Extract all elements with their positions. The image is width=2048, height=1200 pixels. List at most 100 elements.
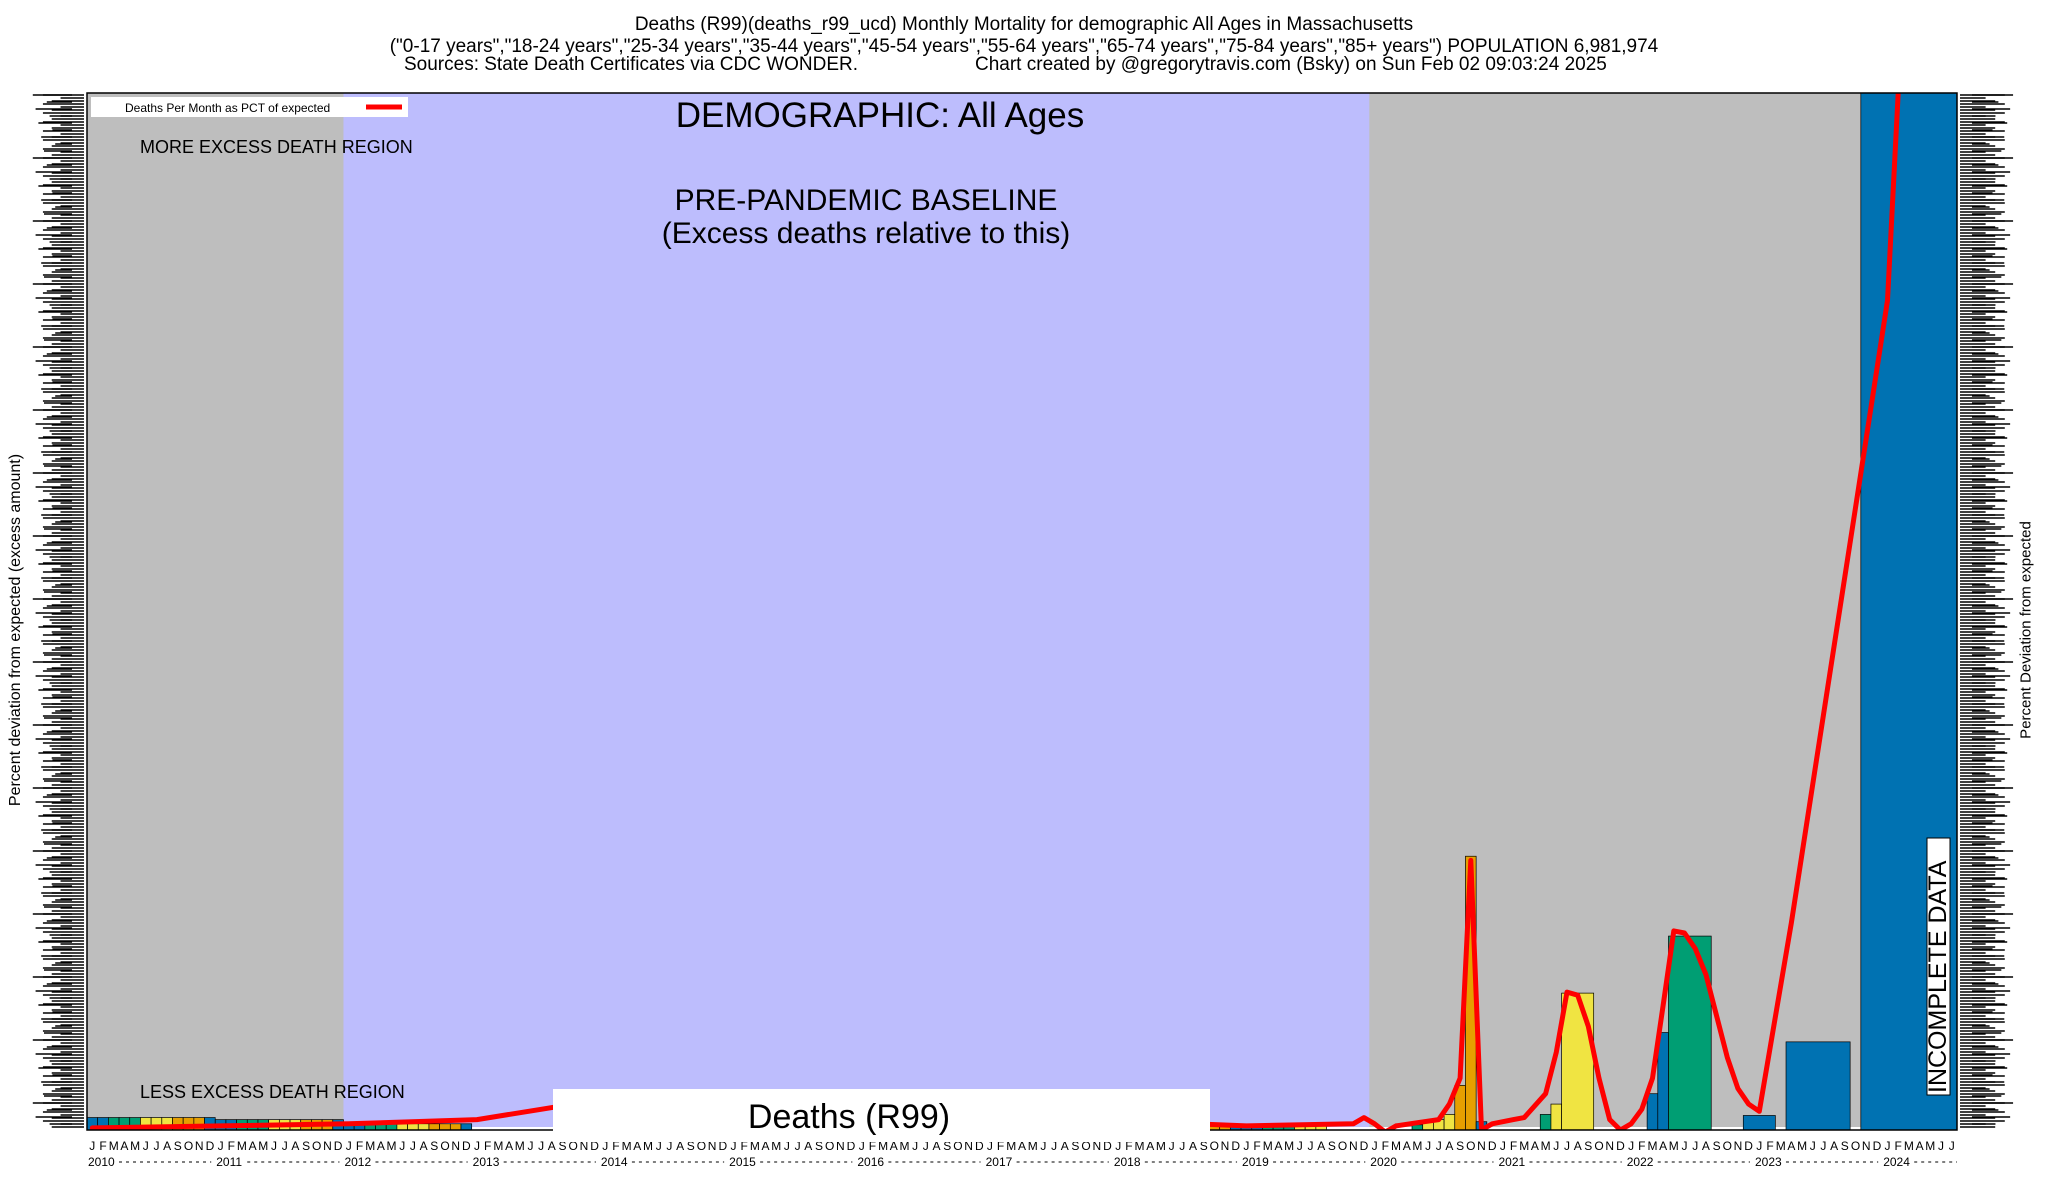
bar-32 (428, 1123, 440, 1131)
year-label-2012: 2012 (344, 1155, 371, 1169)
month-tick-label: J (474, 1139, 480, 1153)
month-tick-label: O (312, 1139, 321, 1153)
month-tick-label: J (538, 1139, 544, 1153)
month-tick-label: J (1628, 1139, 1634, 1153)
month-tick-label: O (953, 1139, 962, 1153)
legend-box (91, 97, 408, 117)
month-tick-label: J (1692, 1139, 1698, 1153)
month-tick-label: S (1200, 1139, 1208, 1153)
month-tick-label: O (1851, 1139, 1860, 1153)
month-tick-label: J (1179, 1139, 1185, 1153)
month-tick-label: O (569, 1139, 578, 1153)
month-tick-label: F (1382, 1139, 1389, 1153)
month-tick-label: F (1638, 1139, 1645, 1153)
month-tick-label: J (1810, 1139, 1816, 1153)
month-tick-label: M (109, 1139, 119, 1153)
month-tick-label: N (1862, 1139, 1871, 1153)
month-tick-label: O (1081, 1139, 1090, 1153)
month-tick-label: S (687, 1139, 695, 1153)
month-tick-label: M (1776, 1139, 1786, 1153)
month-tick-label: D (206, 1139, 215, 1153)
month-tick-label: D (847, 1139, 856, 1153)
month-tick-label: D (334, 1139, 343, 1153)
month-tick-label: A (1531, 1139, 1539, 1153)
series-label-box (553, 1089, 1210, 1142)
month-tick-label: J (784, 1139, 790, 1153)
chart-title-line1: Deaths (R99)(deaths_r99_ucd) Monthly Mor… (634, 14, 1414, 35)
month-tick-label: O (697, 1139, 706, 1153)
month-tick-label: M (1541, 1139, 1551, 1153)
month-tick-label: N (1734, 1139, 1743, 1153)
month-tick-label: F (356, 1139, 363, 1153)
month-tick-label: M (750, 1139, 760, 1153)
month-tick-label: S (430, 1139, 438, 1153)
month-tick-label: S (943, 1139, 951, 1153)
month-tick-label: F (484, 1139, 491, 1153)
month-tick-label: F (741, 1139, 748, 1153)
month-tick-label: F (869, 1139, 876, 1153)
month-tick-label: J (1436, 1139, 1442, 1153)
month-tick-label: N (195, 1139, 204, 1153)
month-tick-label: A (1916, 1139, 1924, 1153)
month-tick-label: J (399, 1139, 405, 1153)
month-tick-label: A (1787, 1139, 1795, 1153)
bar-33 (439, 1123, 451, 1131)
bars (86, 92, 1958, 1131)
month-tick-label: S (1328, 1139, 1336, 1153)
month-tick-label: J (1885, 1139, 1891, 1153)
month-tick-label: S (174, 1139, 182, 1153)
year-label-2015: 2015 (729, 1155, 756, 1169)
month-tick-label: J (1425, 1139, 1431, 1153)
year-label-2022: 2022 (1627, 1155, 1654, 1169)
year-label-2017: 2017 (986, 1155, 1013, 1169)
month-tick-label: A (1403, 1139, 1411, 1153)
month-tick-label: M (237, 1139, 247, 1153)
month-tick-label: A (505, 1139, 513, 1153)
month-tick-label: J (346, 1139, 352, 1153)
bar-29 (396, 1123, 408, 1131)
month-tick-label: M (1925, 1139, 1935, 1153)
month-tick-label: F (99, 1139, 106, 1153)
baseline-label-line2: (Excess deaths relative to this) (662, 217, 1071, 250)
month-tick-label: J (143, 1139, 149, 1153)
bar-31 (417, 1123, 430, 1131)
month-tick-label: M (1797, 1139, 1807, 1153)
month-tick-label: J (987, 1139, 993, 1153)
month-tick-label: O (825, 1139, 834, 1153)
month-tick-label: O (1723, 1139, 1732, 1153)
chart-title-line2: ("0-17 years","18-24 years","25-34 years… (389, 36, 1659, 57)
month-tick-label: A (633, 1139, 641, 1153)
month-tick-label: J (1051, 1139, 1057, 1153)
month-tick-label: O (1210, 1139, 1219, 1153)
month-tick-label: A (377, 1139, 385, 1153)
month-tick-label: N (1092, 1139, 1101, 1153)
bar-51 (1443, 1114, 1456, 1131)
month-tick-label: N (1349, 1139, 1358, 1153)
series-label: Deaths (R99) (748, 1098, 950, 1136)
month-tick-label: S (1841, 1139, 1849, 1153)
month-tick-label: N (964, 1139, 973, 1153)
month-tick-label: M (1028, 1139, 1038, 1153)
month-tick-label: A (676, 1139, 684, 1153)
month-tick-label: S (558, 1139, 566, 1153)
month-tick-label: J (666, 1139, 672, 1153)
month-tick-label: N (836, 1139, 845, 1153)
month-tick-label: S (815, 1139, 823, 1153)
month-tick-label: M (1135, 1139, 1145, 1153)
year-label-2019: 2019 (1242, 1155, 1269, 1169)
month-tick-label: M (1904, 1139, 1914, 1153)
bar-61 (1742, 1115, 1776, 1131)
month-tick-label: A (1659, 1139, 1667, 1153)
month-tick-label: O (440, 1139, 449, 1153)
tick-stacks (32, 94, 2014, 1128)
legend: Deaths Per Month as PCT of expected (91, 97, 408, 117)
year-label-2021: 2021 (1499, 1155, 1526, 1169)
demographic-label: DEMOGRAPHIC: All Ages (676, 96, 1084, 135)
month-tick-label: J (1243, 1139, 1249, 1153)
year-label-2020: 2020 (1370, 1155, 1397, 1169)
month-tick-label: M (365, 1139, 375, 1153)
month-tick-label: J (218, 1139, 224, 1153)
month-tick-label: M (1263, 1139, 1273, 1153)
month-tick-label: J (528, 1139, 534, 1153)
